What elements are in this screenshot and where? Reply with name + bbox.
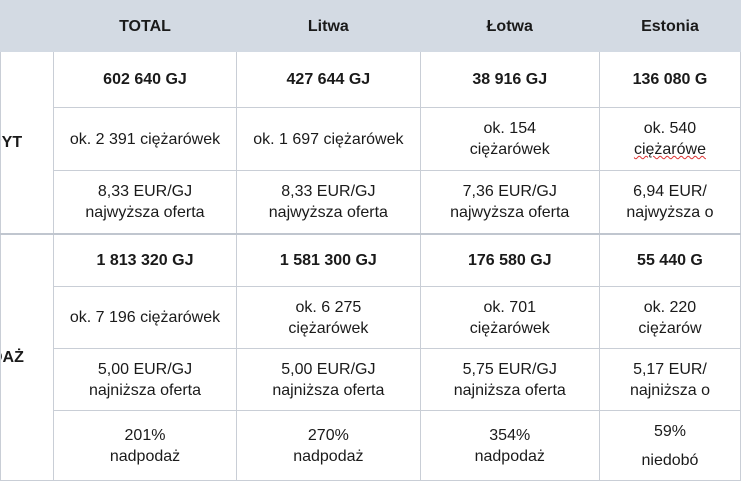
podaz-trucks-estonia: ok. 220 ciężarów <box>598 286 741 349</box>
podaz-trucks-lotwa: ok. 701 ciężarówek <box>419 286 600 349</box>
podaz-energy-total: 1 813 320 GJ <box>52 232 238 287</box>
podaz-trucks-litwa: ok. 6 275 ciężarówek <box>236 286 421 349</box>
popyt-energy-total: 602 640 GJ <box>52 51 238 108</box>
podaz-trucks-row: ok. 7 196 ciężarówek ok. 6 275 ciężarówek… <box>1 286 741 349</box>
popyt-trucks-total: ok. 2 391 ciężarówek <box>52 107 238 171</box>
header-lotwa: Łotwa <box>419 0 600 52</box>
header-corner <box>0 0 54 52</box>
podaz-balance-litwa: 270% nadpodaż <box>236 410 421 481</box>
popyt-energy-lotwa: 38 916 GJ <box>419 51 600 108</box>
podaz-energy-row: DAŻ 1 813 320 GJ 1 581 300 GJ 176 580 GJ… <box>0 232 741 481</box>
popyt-price-litwa: 8,33 EUR/GJ najwyższa oferta <box>236 170 421 234</box>
podaz-price-total: 5,00 EUR/GJ najniższa oferta <box>52 348 238 411</box>
podaz-trucks-total: ok. 7 196 ciężarówek <box>52 286 238 349</box>
podaz-balance-row: 201% nadpodaż 270% nadpodaż 354% nadpodaż 5… <box>1 410 741 481</box>
popyt-trucks-row: ok. 2 391 ciężarówek ok. 1 697 ciężarówe… <box>1 107 741 171</box>
popyt-energy-litwa: 427 644 GJ <box>236 51 421 108</box>
podaz-price-litwa: 5,00 EUR/GJ najniższa oferta <box>236 348 421 411</box>
popyt-trucks-litwa: ok. 1 697 ciężarówek <box>236 107 421 171</box>
popyt-price-estonia: 6,94 EUR/najwyższa o <box>598 170 741 234</box>
podaz-energy-litwa: 1 581 300 GJ <box>236 232 421 287</box>
popyt-price-row: 8,33 EUR/GJ najwyższa oferta 8,33 EUR/GJ n… <box>1 170 741 234</box>
popyt-price-total: 8,33 EUR/GJ najwyższa oferta <box>52 170 238 234</box>
podaz-balance-total: 201% nadpodaż <box>52 410 238 481</box>
header-estonia: Estonia <box>598 0 741 52</box>
podaz-balance-lotwa: 354% nadpodaż <box>419 410 600 481</box>
header-total: TOTAL <box>52 0 238 52</box>
popyt-energy-row: PYT 602 640 GJ 427 644 GJ 38 916 GJ 136 … <box>0 51 741 234</box>
podaz-price-lotwa: 5,75 EUR/GJ najniższa oferta <box>419 348 600 411</box>
podaz-energy-estonia: 55 440 G <box>598 232 741 287</box>
podaz-energy-lotwa: 176 580 GJ <box>419 232 600 287</box>
header-litwa: Litwa <box>236 0 421 52</box>
popyt-row-label: PYT <box>0 51 54 234</box>
podaz-row-label: DAŻ <box>0 232 54 481</box>
podaz-price-row: 5,00 EUR/GJ najniższa oferta 5,00 EUR/GJ n… <box>1 348 741 411</box>
popyt-trucks-lotwa: ok. 154 ciężarówek <box>419 107 600 171</box>
podaz-balance-estonia: 59% niedobó <box>598 410 741 481</box>
podaz-price-estonia: 5,17 EUR/najniższa o <box>598 348 741 411</box>
header-row: TOTAL Litwa Łotwa Estonia <box>0 0 741 52</box>
popyt-price-lotwa: 7,36 EUR/GJ najwyższa oferta <box>419 170 600 234</box>
popyt-energy-estonia: 136 080 G <box>598 51 741 108</box>
popyt-trucks-estonia: ok. 540 ciężarówe <box>598 107 741 171</box>
